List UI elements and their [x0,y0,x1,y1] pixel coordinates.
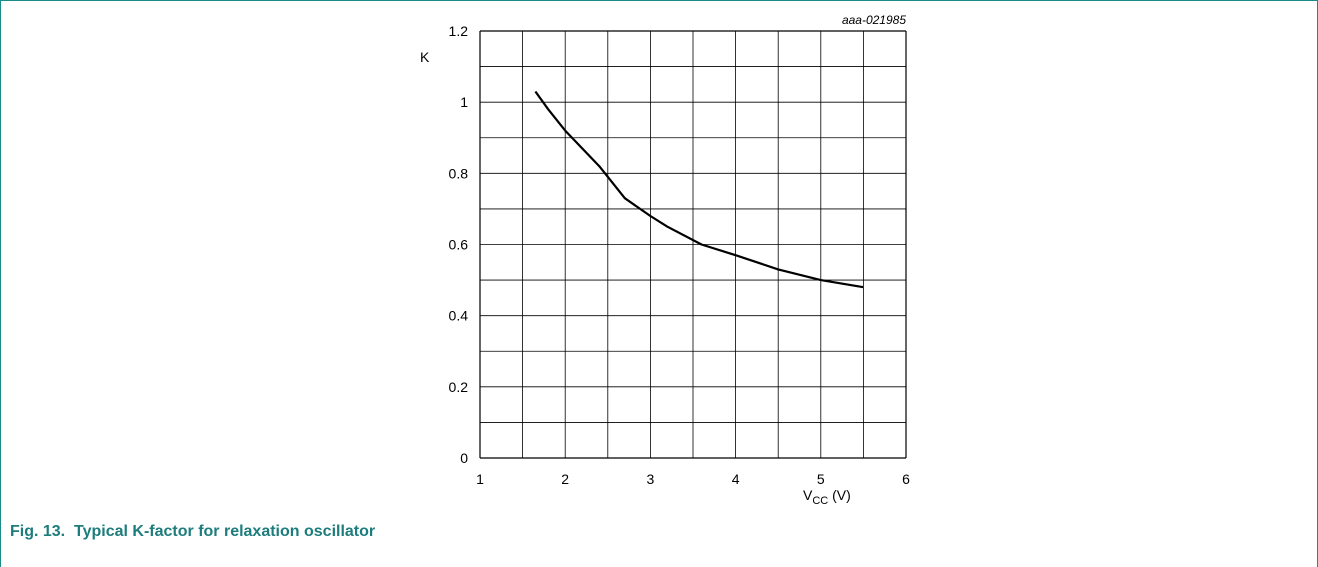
chart-grid [479,30,907,459]
y-tick-label: 0.6 [449,237,469,253]
frame-left-border [0,0,1,567]
y-tick-label: 0 [460,450,468,466]
x-tick-label: 5 [817,471,825,487]
x-tick-label: 2 [561,471,569,487]
figure-caption: Fig. 13. Typical K-factor for relaxation… [10,523,376,540]
x-tick-label: 3 [647,471,655,487]
y-tick-label: 1.2 [449,23,469,39]
y-tick-label: 0.2 [449,379,469,395]
y-tick-labels: 0 0.2 0.4 0.6 0.8 1 1.2 [449,23,469,466]
chart-series [534,90,864,289]
y-tick-label: 1 [460,94,468,110]
y-tick-label: 0.8 [449,165,469,181]
x-tick-label: 1 [476,471,484,487]
frame-top-border [0,0,1318,1]
y-tick-label: 0.4 [449,308,469,324]
x-axis-label: VCC (V) [803,487,851,507]
series-line [534,90,864,289]
figure-id-label: aaa-021985 [842,13,906,27]
y-axis-label: K [420,49,430,65]
x-tick-label: 6 [902,471,910,487]
x-tick-labels: 1 2 3 4 5 6 [476,471,910,487]
x-tick-label: 4 [732,471,740,487]
